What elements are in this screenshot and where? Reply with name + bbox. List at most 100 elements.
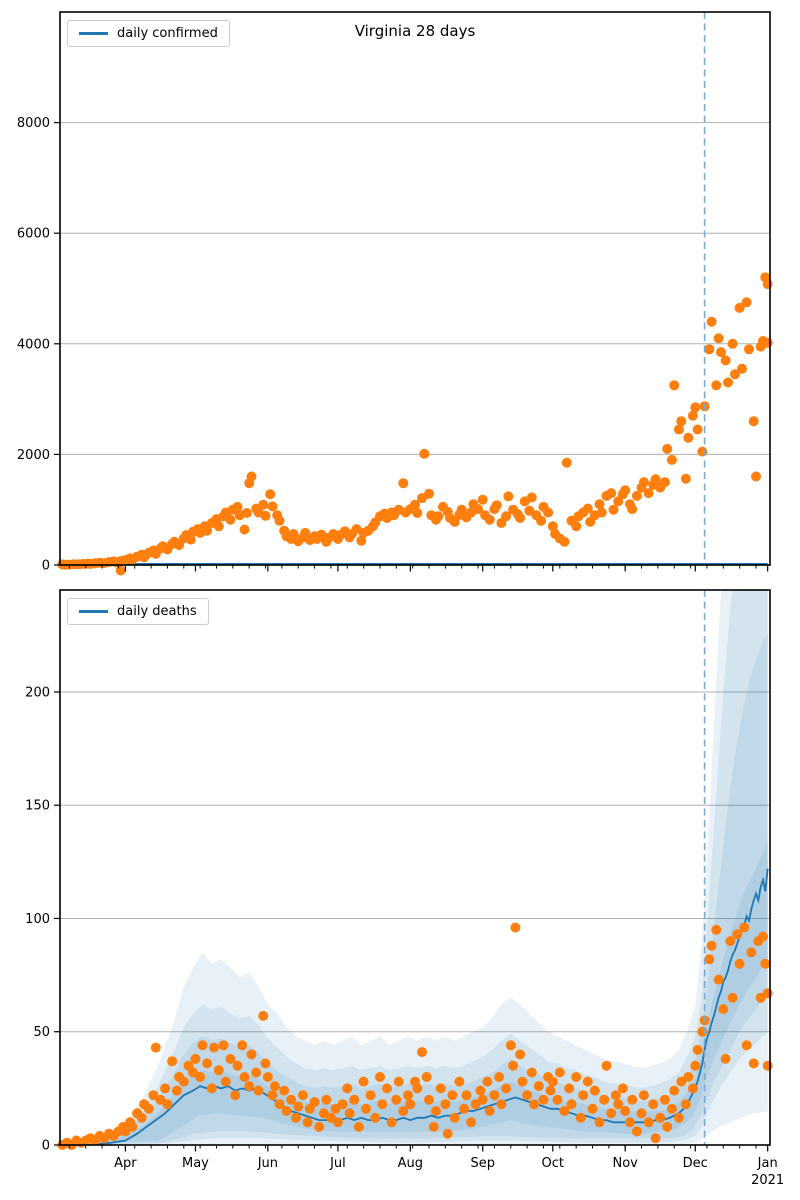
scatter-point <box>762 1060 773 1071</box>
scatter-point <box>680 1099 691 1110</box>
scatter-point <box>171 1085 182 1096</box>
scatter-point <box>185 534 196 545</box>
scatter-point <box>456 504 467 515</box>
legend-label: daily confirmed <box>117 26 218 41</box>
scatter-point <box>267 1090 278 1101</box>
confidence-band <box>60 590 768 1145</box>
scatter-point <box>300 527 311 538</box>
month-label: Aug <box>398 1156 423 1171</box>
scatter-point <box>473 504 484 515</box>
scatter-point <box>594 1117 605 1128</box>
scatter-point <box>515 513 526 523</box>
scatter-point <box>398 478 409 489</box>
scatter-point <box>762 988 773 999</box>
y-tick-label: 4000 <box>17 337 50 352</box>
scatter-point <box>571 1072 582 1082</box>
scatter-point <box>419 448 430 459</box>
scatter-point <box>494 1072 505 1082</box>
scatter-point <box>582 503 593 514</box>
scatter-point <box>258 1010 269 1021</box>
scatter-point <box>711 380 722 391</box>
scatter-point <box>260 510 271 521</box>
scatter-point <box>648 1099 659 1110</box>
scatter-point <box>706 316 717 327</box>
legend-daily-deaths: daily deaths <box>67 598 209 625</box>
scatter-point <box>739 922 750 933</box>
scatter-point <box>589 1085 600 1096</box>
scatter-point <box>136 1112 147 1123</box>
scatter-point <box>748 1058 759 1069</box>
scatter-point <box>491 500 502 511</box>
scatter-point <box>239 524 250 535</box>
scatter-point <box>638 477 649 488</box>
scatter-point <box>269 1081 280 1092</box>
scatter-point <box>720 355 731 366</box>
legend-line-sample-icon <box>79 32 108 35</box>
month-label: Nov <box>613 1156 639 1171</box>
scatter-point <box>662 1121 673 1132</box>
scatter-point <box>213 521 224 532</box>
month-label: Sep <box>470 1156 495 1171</box>
scatter-point <box>202 525 213 536</box>
scatter-point <box>288 529 299 539</box>
scatter-point <box>475 1085 486 1096</box>
scatter-point <box>575 1112 586 1123</box>
scatter-point <box>230 1090 241 1101</box>
scatter-point <box>606 1108 617 1119</box>
scatter-point <box>244 1081 255 1092</box>
scatter-point <box>624 1117 635 1128</box>
y-tick-label: 6000 <box>17 227 50 242</box>
y-tick-label: 8000 <box>17 116 50 131</box>
scatter-point <box>666 454 677 465</box>
scatter-point <box>613 496 624 507</box>
scatter-point <box>353 1121 364 1132</box>
scatter-point <box>178 1076 189 1087</box>
scatter-point <box>760 958 771 969</box>
scatter-point <box>274 1099 285 1110</box>
scatter-point <box>643 488 654 499</box>
scatter-point <box>356 535 367 546</box>
scatter-point <box>643 1117 654 1128</box>
scatter-point <box>150 1042 161 1053</box>
month-label: Jan <box>757 1156 778 1171</box>
scatter-point <box>578 1090 589 1101</box>
scatter-point <box>459 1103 469 1114</box>
scatter-point <box>484 514 495 525</box>
scatter-point <box>332 1117 343 1128</box>
scatter-point <box>484 1106 495 1116</box>
y-tick-label: 150 <box>25 799 50 814</box>
scatter-point <box>547 1076 558 1087</box>
scatter-point <box>720 1053 731 1064</box>
scatter-point <box>162 1099 173 1110</box>
scatter-point <box>554 1067 565 1078</box>
scatter-point <box>655 1112 666 1123</box>
scatter-point <box>241 508 252 518</box>
scatter-point <box>666 1103 677 1114</box>
scatter-point <box>297 1090 308 1101</box>
scatter-point <box>697 1026 708 1037</box>
scatter-point <box>342 1083 353 1094</box>
scatter-point <box>737 363 747 374</box>
y-tick-label: 0 <box>42 1139 50 1154</box>
scatter-point <box>650 1133 661 1144</box>
scatter-point <box>718 1004 729 1015</box>
scatter-point <box>673 424 684 435</box>
scatter-point <box>727 338 738 349</box>
scatter-point <box>762 279 773 290</box>
scatter-point <box>403 1090 413 1101</box>
scatter-point <box>606 488 617 499</box>
scatter-point <box>349 1094 360 1105</box>
scatter-point <box>659 477 670 488</box>
scatter-point <box>449 516 460 527</box>
scatter-point <box>195 1072 206 1082</box>
scatter-point <box>716 347 726 358</box>
scatter-point <box>636 1108 647 1119</box>
scatter-point <box>571 521 582 532</box>
scatter-point <box>566 1099 577 1110</box>
scatter-point <box>608 504 619 515</box>
scatter-point <box>610 1090 621 1101</box>
scatter-point <box>361 1103 371 1114</box>
scatter-point <box>190 1053 201 1064</box>
legend-daily-confirmed: daily confirmed <box>67 20 230 47</box>
scatter-point <box>267 501 278 512</box>
